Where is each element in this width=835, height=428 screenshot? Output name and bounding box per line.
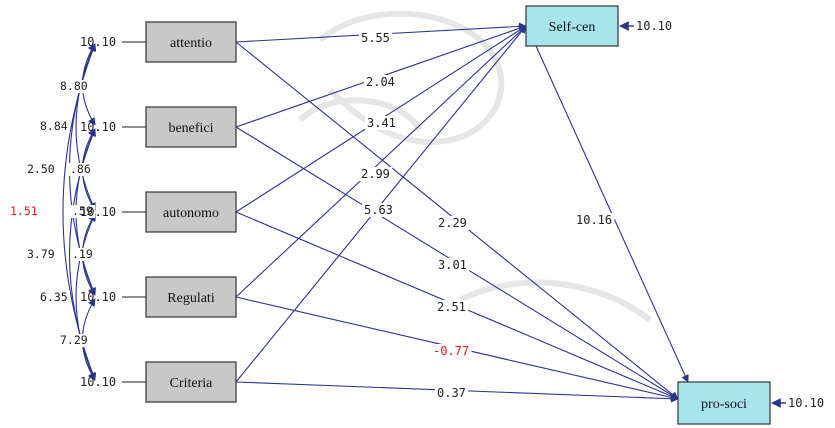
covariance-value: 1.51 xyxy=(10,204,38,218)
variable-label-benefici: benefici xyxy=(168,121,213,136)
coefficient-bg xyxy=(436,258,470,272)
error-value-attentio: 10.10 xyxy=(80,35,116,49)
covariance-bg xyxy=(69,163,93,176)
covariance-value: 2.50 xyxy=(27,162,55,176)
error-value-prosoci: 10.10 xyxy=(788,396,824,410)
path-arrow-regulati-selfcen xyxy=(235,25,527,298)
path-coefficient-regulati-selfcen: 2.99 xyxy=(361,167,390,181)
covariance-bg xyxy=(71,205,95,218)
covariance-bg xyxy=(59,334,90,347)
variable-box-prosoci: pro-soci xyxy=(677,381,771,425)
variable-box-selfcen: Self-cen xyxy=(525,5,619,47)
path-coefficient-criteria-prosoci: 0.37 xyxy=(437,386,466,400)
variable-box-criteria: Criteria xyxy=(145,361,237,403)
covariance-bg xyxy=(26,248,57,261)
path-coefficient-criteria-selfcen: 5.63 xyxy=(364,203,393,217)
watermark xyxy=(297,10,652,323)
path-coefficient-benefici-prosoci: 3.01 xyxy=(438,258,467,272)
coefficient-bg xyxy=(435,300,469,314)
path-coefficient-regulati-prosoci: -0.77 xyxy=(433,344,469,358)
covariance-value: 8.80 xyxy=(60,79,88,93)
variable-label-attentio: attentio xyxy=(170,36,212,51)
variable-box-regulati: Regulati xyxy=(145,276,237,318)
coefficient-bg xyxy=(435,386,469,400)
covariance-bg xyxy=(39,120,70,133)
covariance-arc xyxy=(75,213,96,381)
coefficient-bg xyxy=(364,75,398,89)
variable-box-attentio: attentio xyxy=(145,21,237,63)
path-coefficients: 5.55 2.04 3.41 2.99 5.63 2.29 3.01 2.51 -0.77 0.3… xyxy=(359,31,615,400)
path-coefficient-autonomo-selfcen: 3.41 xyxy=(367,116,396,130)
variable-label-autonomo: autonomo xyxy=(163,206,219,221)
coefficient-bg xyxy=(359,31,393,45)
variable-label-prosoci: pro-soci xyxy=(701,397,747,412)
variable-box-benefici: benefici xyxy=(145,106,237,148)
error-value-benefici: 10.10 xyxy=(80,120,116,134)
covariance-value: 7.29 xyxy=(60,333,88,347)
covariance-value: 8.84 xyxy=(40,119,68,133)
coefficient-bg xyxy=(365,116,399,130)
variable-box-autonomo: autonomo xyxy=(145,191,237,233)
coefficient-bg xyxy=(362,203,396,217)
variable-label-selfcen: Self-cen xyxy=(549,20,596,35)
variable-label-criteria: Criteria xyxy=(170,376,214,391)
error-value-regulati: 10.10 xyxy=(80,290,116,304)
coefficient-bg xyxy=(436,216,470,230)
error-value-selfcen: 10.10 xyxy=(636,19,672,33)
error-value-criteria: 10.10 xyxy=(80,375,116,389)
path-coefficient-attentio-selfcen: 5.55 xyxy=(361,31,390,45)
covariance-bg xyxy=(39,291,70,304)
covariance-value: .19 xyxy=(72,247,93,261)
covariance-bg xyxy=(9,205,40,218)
path-coefficient-attentio-prosoci: 2.29 xyxy=(438,216,467,230)
covariance-value: 6.35 xyxy=(40,290,68,304)
covariance-value: .59 xyxy=(72,204,93,218)
covariance-bg xyxy=(26,163,57,176)
path-coefficient-autonomo-prosoci: 2.51 xyxy=(437,300,466,314)
path-coefficient-benefici-selfcen: 2.04 xyxy=(366,75,395,89)
coefficient-bg xyxy=(574,213,615,227)
variable-label-regulati: Regulati xyxy=(167,291,215,306)
coefficient-bg xyxy=(431,344,472,358)
covariance-value: 3.79 xyxy=(27,247,55,261)
coefficient-bg xyxy=(359,167,393,181)
covariance-bg xyxy=(59,80,90,93)
path-coefficient-selfcen-prosoci: 10.16 xyxy=(576,213,612,227)
variable-boxes: attentio 10.10 benefici 10.10 autonomo 10.10 R… xyxy=(80,5,824,425)
covariance-value: .86 xyxy=(70,162,91,176)
error-value-autonomo: 10.10 xyxy=(80,205,116,219)
covariance-bg xyxy=(71,248,95,261)
covariance-arcs: 8.80 8.84 2.50 .86 1.51 .59 3.79 .19 6.35 7.29 xyxy=(9,43,97,381)
